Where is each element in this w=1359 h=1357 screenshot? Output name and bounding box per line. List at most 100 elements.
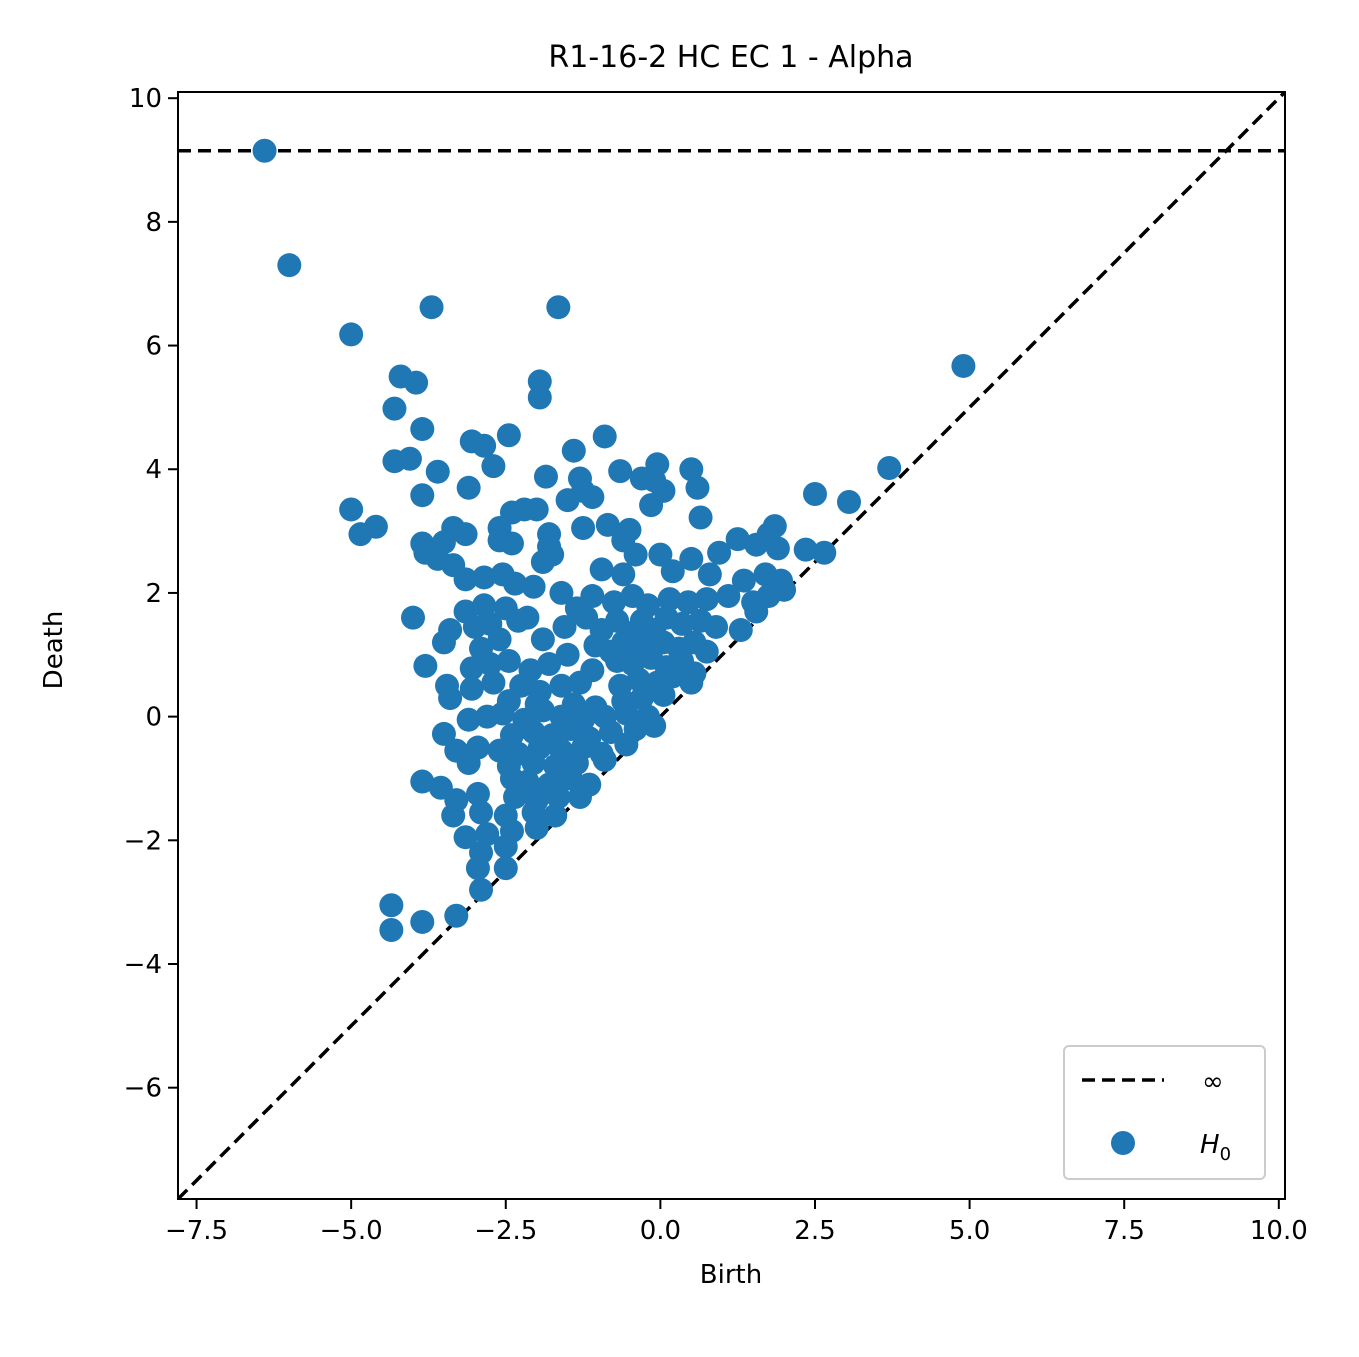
- h0-point: [410, 909, 435, 934]
- h0-point: [679, 457, 704, 482]
- h0-point: [670, 611, 695, 636]
- h0-point: [493, 834, 518, 859]
- h0-point: [812, 540, 837, 565]
- h0-point: [441, 803, 466, 828]
- diagonal-line: [178, 92, 1285, 1199]
- h0-point: [793, 537, 818, 562]
- h0-point: [765, 536, 790, 561]
- h0-point: [623, 542, 648, 567]
- h0-point: [472, 433, 497, 458]
- h0-point: [524, 497, 549, 522]
- x-tick-label: 0.0: [640, 1216, 681, 1246]
- h0-point: [481, 454, 506, 479]
- h0-point: [401, 605, 426, 630]
- x-tick-label: 7.5: [1104, 1216, 1145, 1246]
- h0-point: [580, 584, 605, 609]
- h0-point: [496, 648, 521, 673]
- h0-point: [626, 667, 651, 692]
- h0-point: [642, 713, 667, 738]
- h0-point: [410, 769, 435, 794]
- h0-point: [475, 822, 500, 847]
- h0-point: [456, 475, 481, 500]
- x-tick-label: 5.0: [949, 1216, 990, 1246]
- legend-h0-label: H0: [1200, 1130, 1231, 1165]
- h0-point: [410, 417, 435, 442]
- h0-point: [453, 825, 478, 850]
- h0-point: [837, 490, 862, 515]
- x-axis-ticks: −7.5 −5.0 −2.5 0.0 2.5 5.0 7.5 10.0: [165, 1199, 1308, 1246]
- h0-point: [496, 423, 521, 448]
- y-axis-ticks: −6 −4 −2 0 2 4 6 8 10: [124, 84, 178, 1104]
- h0-point: [453, 522, 478, 547]
- y-tick-label: 0: [145, 703, 162, 733]
- h0-point: [614, 732, 639, 757]
- h0-point: [478, 652, 503, 677]
- h0-point: [252, 138, 277, 163]
- h0-point: [530, 627, 555, 652]
- h0-point: [639, 493, 664, 518]
- h0-point: [601, 590, 626, 615]
- h0-point: [503, 571, 528, 596]
- h0-point: [558, 716, 583, 741]
- h0-point: [397, 446, 422, 471]
- h0-point: [688, 505, 713, 530]
- h0-point: [580, 485, 605, 510]
- h0-point: [469, 877, 494, 902]
- h0-point: [487, 627, 512, 652]
- h0-point: [459, 656, 484, 681]
- h0-point: [465, 856, 490, 881]
- h0-point: [676, 590, 701, 615]
- h0-point: [657, 587, 682, 612]
- h0-point: [472, 593, 497, 618]
- h0-point: [419, 295, 444, 320]
- h0-point: [543, 803, 568, 828]
- h0-point: [459, 676, 484, 701]
- h0-point: [410, 483, 435, 508]
- h0-point: [546, 295, 571, 320]
- legend-h0-swatch: [1111, 1131, 1135, 1155]
- h0-point: [648, 542, 673, 567]
- x-tick-label: −2.5: [474, 1216, 537, 1246]
- x-tick-label: 10.0: [1250, 1216, 1308, 1246]
- h0-point: [465, 781, 490, 806]
- legend-box: [1063, 1045, 1266, 1180]
- h0-point: [679, 546, 704, 571]
- h0-point: [431, 721, 456, 746]
- h0-point: [549, 580, 574, 605]
- h0-point: [716, 584, 741, 609]
- h0-point: [438, 686, 463, 711]
- chart-title: R1-16-2 HC EC 1 - Alpha: [548, 40, 913, 75]
- y-tick-label: 10: [129, 84, 162, 114]
- h0-point: [697, 562, 722, 587]
- x-tick-label: −7.5: [165, 1216, 228, 1246]
- h0-point: [524, 815, 549, 840]
- h0-point: [404, 370, 429, 395]
- h0-point: [348, 522, 373, 547]
- h0-point: [379, 893, 404, 918]
- y-tick-label: 2: [145, 579, 162, 609]
- h0-point: [951, 353, 976, 378]
- h0-point: [425, 459, 450, 484]
- h0-point: [379, 917, 404, 942]
- h0-point: [725, 527, 750, 552]
- h0-point: [629, 686, 654, 711]
- h0-point: [611, 562, 636, 587]
- h0-point: [493, 856, 518, 881]
- x-axis-label: Birth: [700, 1260, 762, 1290]
- h0-point: [481, 670, 506, 695]
- h0-point: [877, 456, 902, 481]
- h0-point: [567, 670, 592, 695]
- h0-point: [521, 574, 546, 599]
- h0-point: [533, 464, 558, 489]
- h0-point: [444, 903, 469, 928]
- h0-point: [530, 698, 555, 723]
- h0-point: [567, 785, 592, 810]
- h0-point: [552, 614, 577, 639]
- h0-point: [339, 322, 364, 347]
- h0-point: [537, 652, 562, 677]
- h0-point: [546, 785, 571, 810]
- h0-point: [707, 540, 732, 565]
- y-tick-label: 6: [145, 332, 162, 362]
- y-axis-label: Death: [39, 611, 69, 690]
